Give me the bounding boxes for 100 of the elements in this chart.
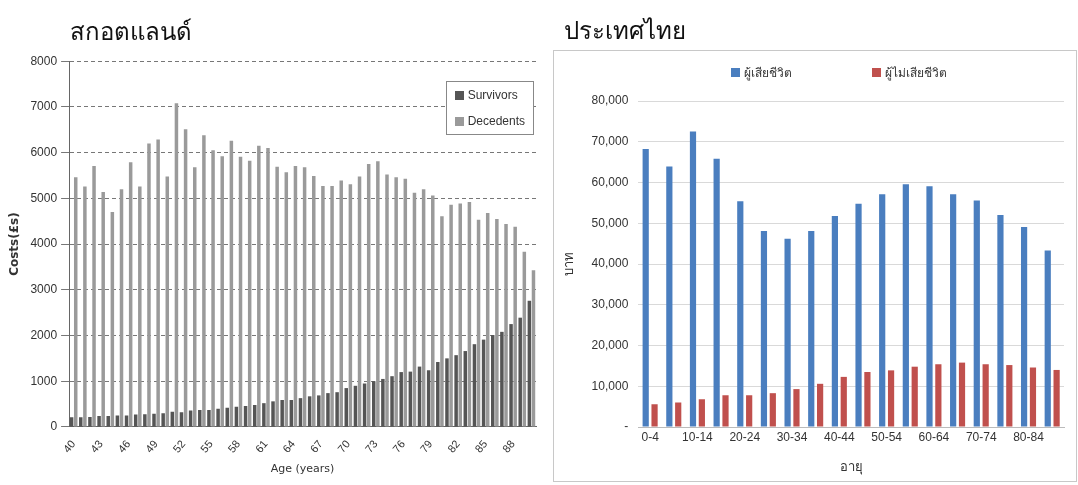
y-tick-label: 50,000 [591,215,629,230]
bar [1053,369,1060,427]
x-tick-label: 70 [335,437,353,455]
bar [92,165,96,427]
x-tick-label: 70-74 [965,429,997,444]
bar [436,362,440,427]
bar [312,175,316,427]
bar [220,156,224,427]
bar [793,389,800,427]
bar [698,399,705,427]
bar [864,371,871,427]
x-tick-label: 60-64 [918,429,950,444]
x-tick-label: 50-54 [871,429,903,444]
bar [330,186,334,427]
bar [935,364,942,427]
x-tick-label: 52 [170,437,188,455]
x-tick-label: 88 [499,437,517,455]
legend-label: ผู้เสียชีวิต [744,65,793,82]
y-tick-label: 2000 [30,327,58,342]
bar [101,191,105,427]
y-tick-label: 60,000 [591,174,629,189]
y-tick-label: 30,000 [591,297,629,312]
y-tick-label: 7000 [30,99,58,114]
x-tick-label: 10-14 [682,429,714,444]
bar [1044,250,1051,427]
bar [445,358,449,427]
bar [431,195,435,427]
y-tick-label: 20,000 [591,337,629,352]
bar [147,143,151,427]
bar [156,139,160,427]
bar [317,395,321,427]
bar [106,415,110,427]
bar [926,186,933,427]
bar [713,158,720,427]
bar [651,404,658,427]
y-tick-label: 0 [50,419,58,434]
bar [335,392,339,427]
bar [88,416,92,427]
bar [262,403,266,427]
y-axis-title: บาท [561,252,577,276]
bar [143,414,147,427]
bar [911,366,918,427]
y-tick-label: 3000 [30,282,58,297]
y-tick-label: - [624,419,629,434]
bar [326,393,330,427]
bar [449,204,453,427]
x-tick-label: 49 [142,437,160,455]
bar [207,410,211,427]
bar [518,317,522,427]
bar [458,203,462,427]
chart-title: สกอตแลนด์ [70,17,192,48]
x-axis-title: อายุ [839,458,863,475]
x-tick-label: 85 [472,437,490,455]
bar [982,364,989,427]
bar [504,223,508,427]
x-tick-label: 43 [87,437,105,455]
bar [161,413,165,427]
bar [390,376,394,427]
bar [831,215,838,427]
bar [257,145,261,427]
bar [817,383,824,427]
bar [275,166,279,427]
bar [1020,226,1028,427]
bar [266,148,270,427]
bar [887,370,895,427]
x-tick-label: 40 [60,437,78,455]
legend-label: ผู้ไม่เสียชีวิต [885,65,948,82]
bar [808,230,815,427]
bar [271,401,275,427]
x-tick-label: 82 [444,437,463,455]
x-tick-label: 80-84 [1013,429,1045,444]
bar [973,200,980,427]
bar [198,410,202,427]
bar [855,203,862,427]
bar [769,393,776,427]
y-tick-label: 8000 [30,53,58,68]
y-tick-label: 10,000 [591,378,629,393]
bar [950,194,957,427]
bar [666,166,673,427]
bar [97,415,101,427]
x-tick-label: 0-4 [641,429,660,444]
chart-title: ประเทศไทย [564,16,686,47]
bar [1006,365,1013,427]
bar [997,215,1004,427]
bar [454,355,458,427]
x-tick-label: 55 [197,437,215,455]
bar [784,238,791,427]
bar [225,407,229,427]
bar [280,399,284,427]
bar [385,174,389,427]
y-tick-label: 70,000 [591,134,629,149]
bar [152,413,156,427]
bar [746,395,753,427]
y-tick-label: 6000 [30,144,58,159]
y-tick-label: 1000 [30,373,58,388]
x-tick-label: 64 [280,437,298,455]
y-tick-label: 40,000 [591,256,629,271]
bar [958,362,966,427]
x-tick-label: 58 [225,437,243,455]
bar [376,161,380,427]
